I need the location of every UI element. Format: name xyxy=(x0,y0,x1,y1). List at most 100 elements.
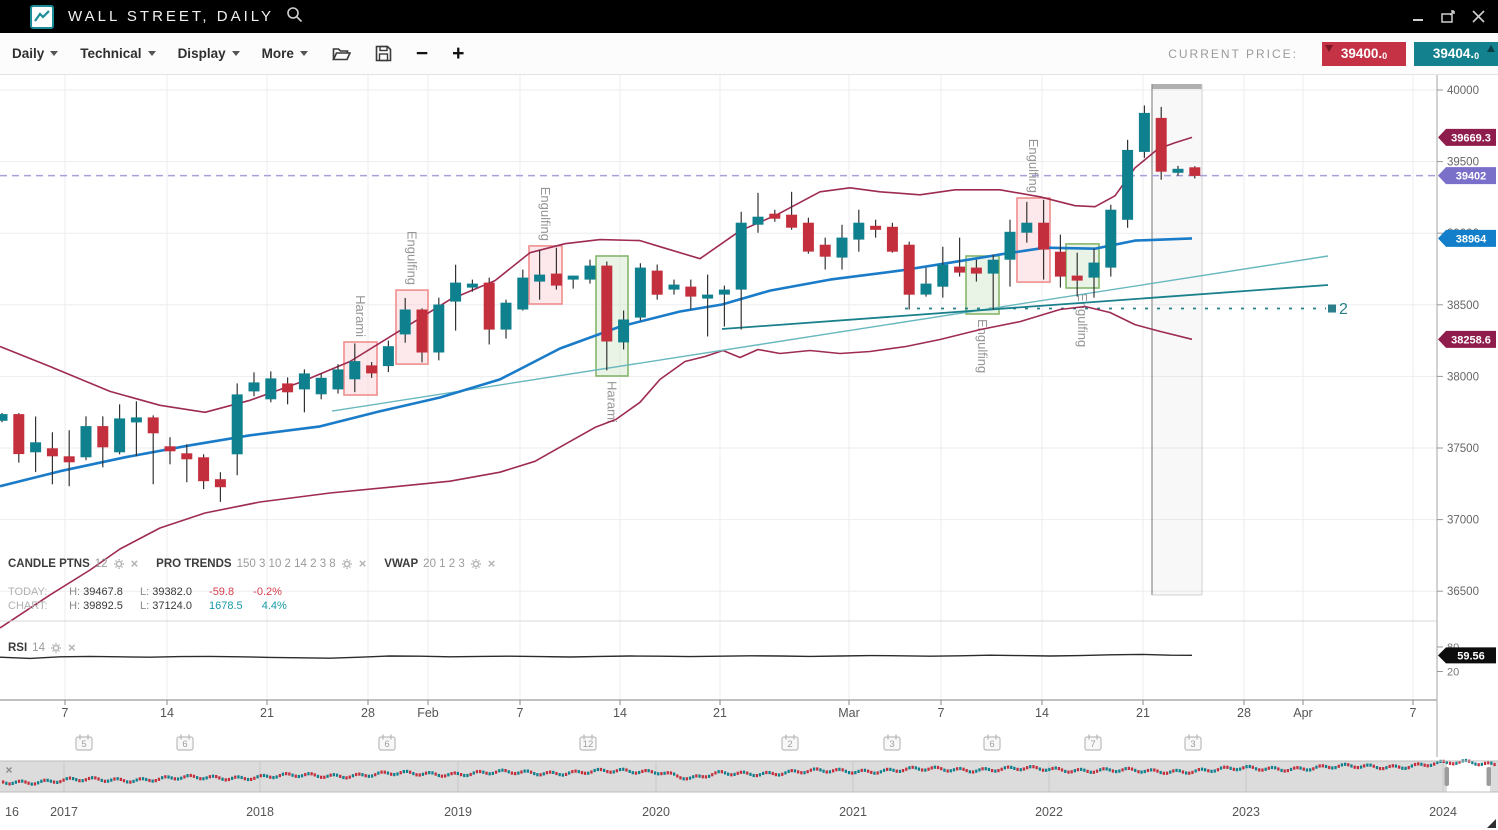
candle[interactable] xyxy=(567,275,579,280)
candle[interactable] xyxy=(433,304,445,353)
candle[interactable] xyxy=(500,302,512,330)
candle[interactable] xyxy=(466,283,478,288)
candle[interactable] xyxy=(550,273,562,286)
candle[interactable] xyxy=(80,426,92,458)
candle[interactable] xyxy=(349,361,361,380)
candle[interactable] xyxy=(1054,251,1066,277)
calendar-icon[interactable]: 12 xyxy=(579,734,597,751)
candle[interactable] xyxy=(483,282,495,330)
candle[interactable] xyxy=(853,222,865,240)
candle[interactable] xyxy=(114,418,126,453)
time-axis[interactable]: 7 14 21 28 Feb 7 14 21 Mar 7 14 21 28 Apr 7 xyxy=(62,700,1417,720)
candle[interactable] xyxy=(870,225,882,230)
candle[interactable] xyxy=(685,286,697,297)
candle[interactable] xyxy=(13,414,25,455)
candle[interactable] xyxy=(634,267,646,318)
menu-technical[interactable]: Technical xyxy=(80,46,156,61)
candle[interactable] xyxy=(920,283,932,295)
candle[interactable] xyxy=(769,213,781,219)
candle[interactable] xyxy=(0,414,8,421)
calendar-icon[interactable]: 2 xyxy=(781,734,799,751)
gear-icon[interactable] xyxy=(341,558,353,570)
candle[interactable] xyxy=(298,373,310,390)
navigator-close-icon[interactable]: × xyxy=(5,763,12,777)
calendar-icon[interactable]: 6 xyxy=(378,734,396,751)
close-icon[interactable] xyxy=(1470,9,1486,25)
remove-indicator-icon[interactable]: × xyxy=(358,556,367,571)
calendar-icon[interactable]: 3 xyxy=(883,734,901,751)
candle[interactable] xyxy=(63,456,75,463)
candle[interactable] xyxy=(534,274,546,282)
gear-icon[interactable] xyxy=(50,642,62,654)
gear-icon[interactable] xyxy=(470,558,482,570)
candle[interactable] xyxy=(315,377,327,395)
candle[interactable] xyxy=(903,244,915,295)
candle[interactable] xyxy=(601,265,613,342)
candle[interactable] xyxy=(836,237,848,258)
candle[interactable] xyxy=(517,277,529,310)
candle[interactable] xyxy=(130,417,142,423)
candle[interactable] xyxy=(282,383,294,393)
candle[interactable] xyxy=(382,346,394,367)
bid-price-badge[interactable]: 39400. 0 xyxy=(1322,41,1406,66)
remove-indicator-icon[interactable]: × xyxy=(130,556,139,571)
candle[interactable] xyxy=(198,457,210,482)
candle[interactable] xyxy=(97,426,109,448)
candle[interactable] xyxy=(450,282,462,302)
candle[interactable] xyxy=(584,265,596,280)
navigator[interactable]: × 16 2017 2018 2019 2020 2021 2022 2023 2024 xyxy=(0,758,1498,819)
candle[interactable] xyxy=(46,448,58,457)
candle[interactable] xyxy=(651,270,663,295)
candle[interactable] xyxy=(332,369,344,390)
candle[interactable] xyxy=(618,319,630,343)
candle[interactable] xyxy=(164,446,176,452)
resize-handle[interactable] xyxy=(1487,819,1496,828)
ask-price-badge[interactable]: 39404. 0 xyxy=(1414,41,1498,66)
candle[interactable] xyxy=(1071,275,1083,281)
price-chart[interactable]: Harami Engulfing Engulfing Harami Engulfing E… xyxy=(0,75,1498,830)
candle[interactable] xyxy=(214,479,226,488)
navigator-handle-left[interactable] xyxy=(1444,767,1450,786)
candle[interactable] xyxy=(668,284,680,290)
zoom-out-button[interactable]: − xyxy=(415,42,429,65)
candle[interactable] xyxy=(937,264,949,287)
candle[interactable] xyxy=(366,365,378,374)
candle[interactable] xyxy=(702,294,714,299)
candle[interactable] xyxy=(1138,112,1150,152)
popout-button[interactable] xyxy=(1440,9,1456,25)
candle[interactable] xyxy=(30,442,42,453)
candle[interactable] xyxy=(265,378,277,400)
candle[interactable] xyxy=(1038,222,1050,250)
candle[interactable] xyxy=(1004,231,1016,260)
candle[interactable] xyxy=(786,214,798,228)
candle[interactable] xyxy=(147,417,159,434)
menu-display[interactable]: Display xyxy=(178,46,240,61)
calendar-icon[interactable]: 6 xyxy=(983,734,1001,751)
minimize-button[interactable] xyxy=(1410,9,1426,25)
calendar-icon[interactable]: 7 xyxy=(1084,734,1102,751)
remove-indicator-icon[interactable]: × xyxy=(67,640,76,655)
calendar-icon[interactable]: 5 xyxy=(75,734,93,751)
candle[interactable] xyxy=(399,309,411,335)
candle[interactable] xyxy=(416,309,428,353)
candle[interactable] xyxy=(735,222,747,290)
candle[interactable] xyxy=(802,222,814,252)
candle[interactable] xyxy=(1021,222,1033,233)
candle[interactable] xyxy=(752,216,764,225)
candle[interactable] xyxy=(1189,167,1201,176)
candle[interactable] xyxy=(231,394,243,455)
candle[interactable] xyxy=(1105,209,1117,268)
candle[interactable] xyxy=(987,259,999,274)
candle[interactable] xyxy=(1155,117,1167,172)
calendar-icon[interactable]: 6 xyxy=(176,734,194,751)
candle[interactable] xyxy=(1122,149,1134,220)
open-folder-icon[interactable] xyxy=(332,46,351,62)
remove-indicator-icon[interactable]: × xyxy=(487,556,496,571)
candle[interactable] xyxy=(819,244,831,257)
menu-more[interactable]: More xyxy=(262,46,308,61)
candle[interactable] xyxy=(954,266,966,273)
candle[interactable] xyxy=(886,226,898,252)
candle[interactable] xyxy=(718,289,730,295)
candle[interactable] xyxy=(1088,262,1100,278)
candle[interactable] xyxy=(1172,168,1184,173)
